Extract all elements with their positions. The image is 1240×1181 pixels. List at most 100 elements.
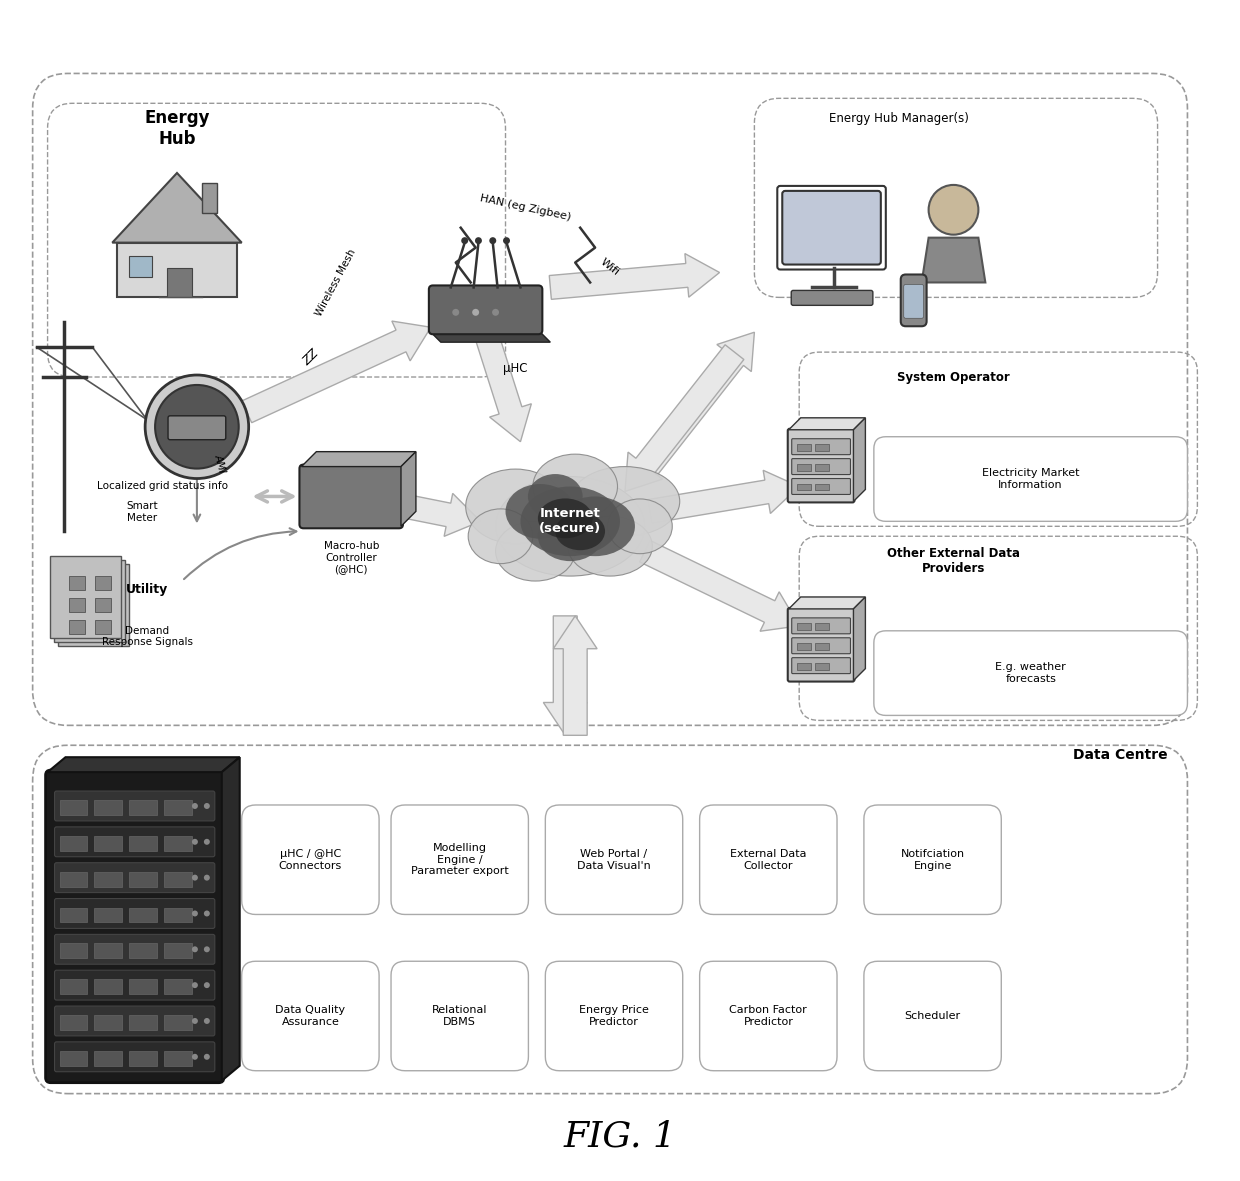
Polygon shape [129, 907, 157, 922]
Polygon shape [113, 172, 242, 242]
FancyBboxPatch shape [791, 458, 851, 475]
FancyBboxPatch shape [391, 961, 528, 1071]
Polygon shape [242, 321, 430, 423]
Polygon shape [57, 565, 129, 646]
Ellipse shape [556, 496, 635, 556]
Polygon shape [164, 800, 192, 815]
Ellipse shape [538, 511, 603, 561]
FancyBboxPatch shape [699, 961, 837, 1071]
Ellipse shape [533, 455, 618, 518]
Circle shape [203, 983, 210, 988]
Polygon shape [94, 800, 123, 815]
Ellipse shape [469, 509, 533, 563]
FancyBboxPatch shape [55, 862, 215, 893]
Polygon shape [797, 483, 811, 490]
Text: Web Portal /
Data Visual'n: Web Portal / Data Visual'n [577, 849, 651, 870]
Polygon shape [543, 615, 588, 736]
Ellipse shape [506, 484, 575, 539]
Polygon shape [60, 907, 87, 922]
Ellipse shape [496, 477, 645, 576]
Circle shape [192, 1018, 198, 1024]
FancyBboxPatch shape [874, 437, 1188, 521]
FancyBboxPatch shape [699, 805, 837, 914]
Polygon shape [789, 596, 866, 609]
Polygon shape [60, 1014, 87, 1030]
Polygon shape [853, 596, 866, 680]
Polygon shape [815, 444, 828, 451]
Circle shape [155, 385, 239, 469]
Polygon shape [60, 836, 87, 850]
Polygon shape [815, 464, 828, 470]
Ellipse shape [528, 474, 583, 518]
Polygon shape [202, 183, 217, 213]
Polygon shape [222, 757, 239, 1081]
Polygon shape [69, 620, 86, 634]
Ellipse shape [466, 469, 565, 543]
Polygon shape [118, 242, 237, 298]
FancyBboxPatch shape [864, 805, 1001, 914]
Text: Other External Data
Providers: Other External Data Providers [887, 547, 1021, 575]
Text: Data Centre: Data Centre [1073, 749, 1168, 762]
Polygon shape [94, 1014, 123, 1030]
FancyBboxPatch shape [242, 805, 379, 914]
Polygon shape [69, 576, 86, 590]
Polygon shape [95, 620, 112, 634]
FancyBboxPatch shape [55, 1006, 215, 1036]
Ellipse shape [556, 513, 605, 550]
Polygon shape [94, 836, 123, 850]
Polygon shape [164, 979, 192, 994]
Circle shape [929, 185, 978, 235]
Text: Data Quality
Assurance: Data Quality Assurance [275, 1005, 346, 1026]
Polygon shape [95, 576, 112, 590]
FancyBboxPatch shape [46, 770, 223, 1083]
Text: Scheduler: Scheduler [904, 1011, 961, 1022]
Polygon shape [50, 556, 122, 638]
FancyBboxPatch shape [169, 416, 226, 439]
Polygon shape [921, 237, 986, 282]
Polygon shape [129, 944, 157, 958]
Polygon shape [94, 944, 123, 958]
Text: Localized grid status info: Localized grid status info [97, 482, 228, 491]
FancyBboxPatch shape [55, 971, 215, 1000]
Polygon shape [815, 483, 828, 490]
Text: System Operator: System Operator [897, 371, 1009, 384]
Text: Internet
(secure): Internet (secure) [539, 508, 601, 535]
Ellipse shape [570, 466, 680, 536]
Circle shape [453, 308, 459, 315]
Text: Macro-hub
Controller
(@HC): Macro-hub Controller (@HC) [324, 541, 379, 574]
Text: HAN (eg Zigbee): HAN (eg Zigbee) [479, 194, 572, 222]
Circle shape [475, 237, 482, 244]
FancyBboxPatch shape [904, 285, 924, 319]
FancyBboxPatch shape [55, 899, 215, 928]
FancyBboxPatch shape [791, 438, 851, 455]
Ellipse shape [568, 516, 652, 576]
Text: Notifciation
Engine: Notifciation Engine [900, 849, 965, 870]
Circle shape [461, 237, 469, 244]
Text: Smart
Meter: Smart Meter [126, 502, 157, 523]
Polygon shape [797, 444, 811, 451]
Text: Energy Hub Manager(s): Energy Hub Manager(s) [828, 112, 968, 125]
Polygon shape [815, 663, 828, 670]
Polygon shape [649, 470, 800, 523]
Polygon shape [553, 615, 598, 736]
FancyBboxPatch shape [55, 1042, 215, 1071]
Polygon shape [60, 872, 87, 887]
FancyBboxPatch shape [791, 638, 851, 654]
FancyBboxPatch shape [55, 827, 215, 856]
Circle shape [503, 237, 510, 244]
Text: Energy Price
Predictor: Energy Price Predictor [579, 1005, 649, 1026]
FancyBboxPatch shape [391, 805, 528, 914]
Polygon shape [640, 541, 800, 631]
Polygon shape [301, 451, 415, 466]
Polygon shape [797, 464, 811, 470]
Circle shape [203, 911, 210, 916]
Circle shape [192, 1053, 198, 1059]
Circle shape [203, 839, 210, 844]
Ellipse shape [496, 521, 575, 581]
Circle shape [192, 911, 198, 916]
FancyBboxPatch shape [900, 274, 926, 326]
Text: Modelling
Engine /
Parameter export: Modelling Engine / Parameter export [410, 843, 508, 876]
Circle shape [192, 946, 198, 952]
Text: E.g. weather
forecasts: E.g. weather forecasts [996, 663, 1066, 684]
Polygon shape [94, 907, 123, 922]
